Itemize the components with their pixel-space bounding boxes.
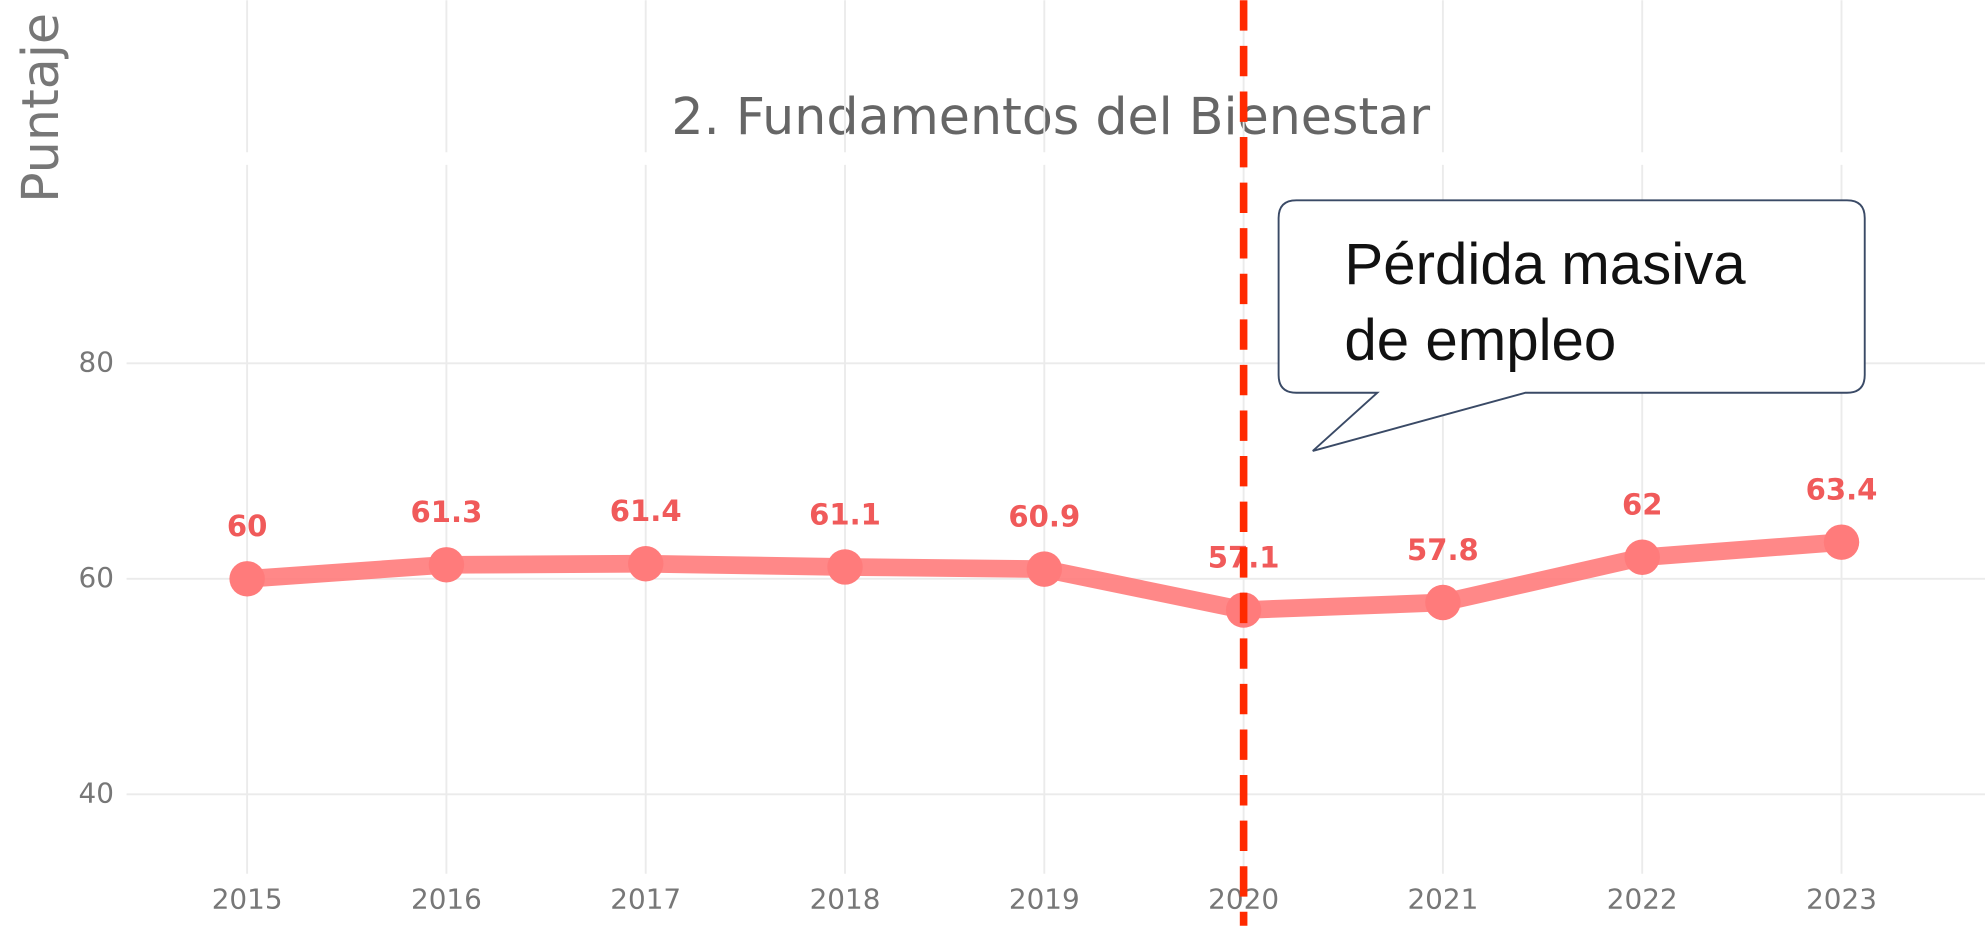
point: [1624, 539, 1660, 575]
callout-box: [1277, 199, 1866, 452]
value-label: 60: [227, 509, 268, 543]
value-label: 61.1: [809, 497, 881, 531]
y-tick-label: 80: [78, 345, 113, 378]
chart-title: 2. Fundamentos del Bienestar: [671, 87, 1430, 146]
y-axis-label: Puntaje: [11, 13, 70, 203]
x-tick-label: 2023: [1806, 882, 1877, 915]
callout-text: Pérdida masiva: [1344, 232, 1746, 297]
value-label: 57.8: [1407, 533, 1479, 567]
point: [229, 561, 265, 597]
value-label: 60.9: [1008, 499, 1080, 533]
value-label: 61.4: [610, 494, 682, 528]
point: [627, 546, 664, 582]
y-tick-label: 60: [78, 561, 113, 594]
x-tick-label: 2016: [411, 882, 482, 915]
point: [1425, 584, 1461, 621]
value-label: 62: [1622, 488, 1663, 522]
point: [827, 549, 863, 585]
x-tick-label: 2015: [212, 882, 283, 915]
callout-text: de empleo: [1344, 308, 1616, 373]
x-tick-label: 2019: [1009, 882, 1080, 915]
point: [428, 547, 465, 583]
point: [1026, 551, 1063, 587]
point: [1823, 524, 1860, 560]
callout: Pérdida masiva de empleo: [1277, 199, 1866, 452]
x-tick-label: 2022: [1607, 882, 1678, 915]
x-tick-label: 2017: [610, 882, 681, 915]
value-label: 61.3: [411, 495, 483, 529]
value-label: 63.4: [1806, 473, 1878, 507]
y-tick-label: 40: [78, 776, 113, 809]
x-tick-label: 2018: [810, 882, 881, 915]
x-tick-label: 2021: [1407, 882, 1478, 915]
